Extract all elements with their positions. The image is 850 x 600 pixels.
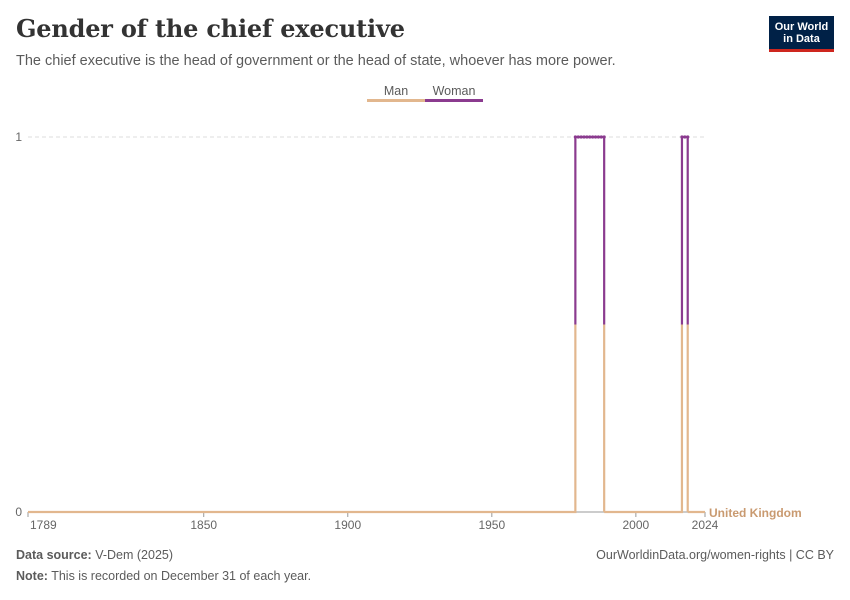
series-segment-woman-period[interactable]	[680, 135, 689, 325]
series-segment-woman-period[interactable]	[574, 135, 606, 325]
x-tick-label: 1789	[30, 518, 57, 532]
note-label: Note:	[16, 569, 48, 583]
url-license[interactable]: OurWorldinData.org/women-rights | CC BY	[596, 548, 834, 562]
series-lines	[28, 135, 705, 514]
y-tick-label: 0	[15, 505, 22, 519]
legend-label-man: Man	[383, 84, 409, 98]
source-value[interactable]: V-Dem (2025)	[95, 548, 174, 562]
chart-subtitle: The chief executive is the head of gover…	[16, 53, 616, 69]
x-axis-ticks: 1789 1850 1900 1950 2000 2024	[27, 512, 719, 532]
x-tick-label: 1850	[190, 518, 217, 532]
data-point-woman[interactable]	[573, 135, 577, 139]
legend-item-man[interactable]: Man	[367, 84, 425, 102]
x-tick-label: 1950	[478, 518, 505, 532]
legend-label-woman: Woman	[432, 84, 476, 98]
data-point-woman[interactable]	[582, 135, 586, 139]
x-tick-label: 2000	[623, 518, 650, 532]
legend-swatch-man	[367, 99, 425, 102]
data-point-woman[interactable]	[591, 135, 595, 139]
source-label: Data source:	[16, 548, 92, 562]
data-point-woman[interactable]	[686, 135, 690, 139]
y-axis-ticks: 01	[15, 130, 22, 519]
chart-title: Gender of the chief executive	[16, 14, 405, 43]
data-point-woman[interactable]	[596, 135, 601, 139]
data-point-woman[interactable]	[588, 135, 592, 139]
data-point-woman[interactable]	[602, 135, 606, 139]
logo-line-1: Our World	[774, 21, 829, 33]
data-point-woman[interactable]	[579, 135, 583, 139]
legend-swatch-woman	[425, 99, 483, 102]
data-point-woman[interactable]	[683, 135, 687, 139]
logo-line-2: in Data	[783, 33, 820, 45]
note-value: This is recorded on December 31 of each …	[51, 569, 312, 583]
series-segment-man-baseline[interactable]	[28, 324, 577, 514]
data-point-woman[interactable]	[593, 135, 598, 139]
series-segment-man-baseline[interactable]	[604, 324, 684, 514]
data-point-woman[interactable]	[680, 135, 684, 139]
data-source: Data source: V-Dem (2025)	[16, 548, 173, 562]
y-tick-label: 1	[15, 130, 22, 144]
legend-item-woman[interactable]: Woman	[425, 84, 483, 102]
note: Note: This is recorded on December 31 of…	[16, 569, 311, 583]
owid-logo[interactable]: Our World in Data	[769, 16, 834, 52]
data-point-woman[interactable]	[599, 135, 603, 139]
x-tick-label: 1900	[334, 518, 361, 532]
data-point-woman[interactable]	[585, 135, 589, 139]
data-point-woman[interactable]	[576, 135, 580, 139]
entity-label[interactable]: United Kingdom	[709, 506, 802, 520]
x-tick-label: 2024	[692, 518, 719, 532]
